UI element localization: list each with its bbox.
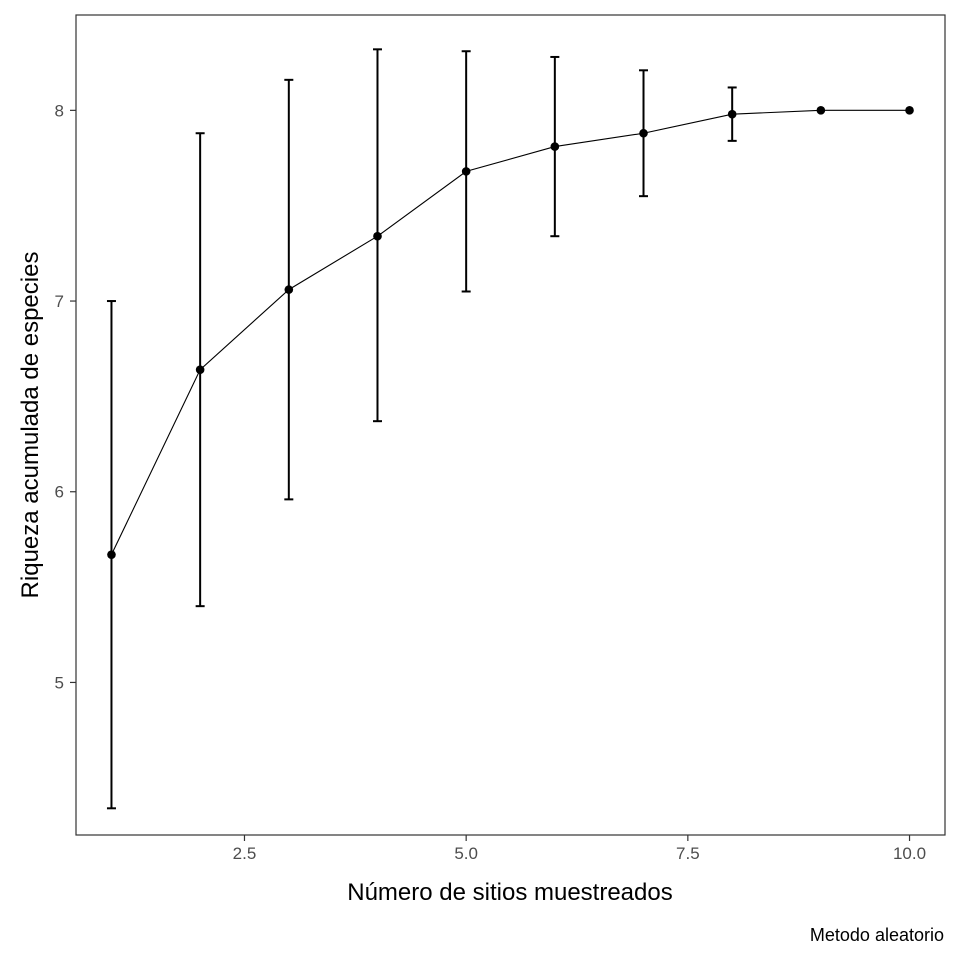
data-point <box>727 109 737 119</box>
data-point <box>107 550 116 559</box>
x-tick-label: 5.0 <box>454 844 478 863</box>
series-line <box>110 109 910 555</box>
x-axis-title: Número de sitios muestreados <box>347 879 672 906</box>
data-point <box>905 106 914 115</box>
plot-panel <box>75 14 946 836</box>
data-points <box>107 106 914 559</box>
data-point <box>373 231 382 241</box>
x-tick-label: 10.0 <box>893 844 926 863</box>
data-point <box>550 142 560 151</box>
y-axis-title: Riqueza acumulada de especies <box>17 252 44 599</box>
y-tick-label: 7 <box>55 292 64 311</box>
x-tick-label: 2.5 <box>233 844 257 863</box>
data-point <box>284 285 294 294</box>
data-point <box>461 167 471 176</box>
y-tick-label: 8 <box>55 101 64 120</box>
y-tick-label: 5 <box>55 673 64 692</box>
data-point <box>639 128 648 138</box>
x-tick-label: 7.5 <box>676 844 700 863</box>
x-axis: 2.5 5.0 7.5 10.0 <box>233 835 926 863</box>
caption: Metodo aleatorio <box>810 925 944 945</box>
y-axis: 5 6 7 8 <box>55 101 76 692</box>
y-tick-label: 6 <box>55 483 64 502</box>
data-point <box>195 365 205 374</box>
data-point <box>816 106 826 115</box>
